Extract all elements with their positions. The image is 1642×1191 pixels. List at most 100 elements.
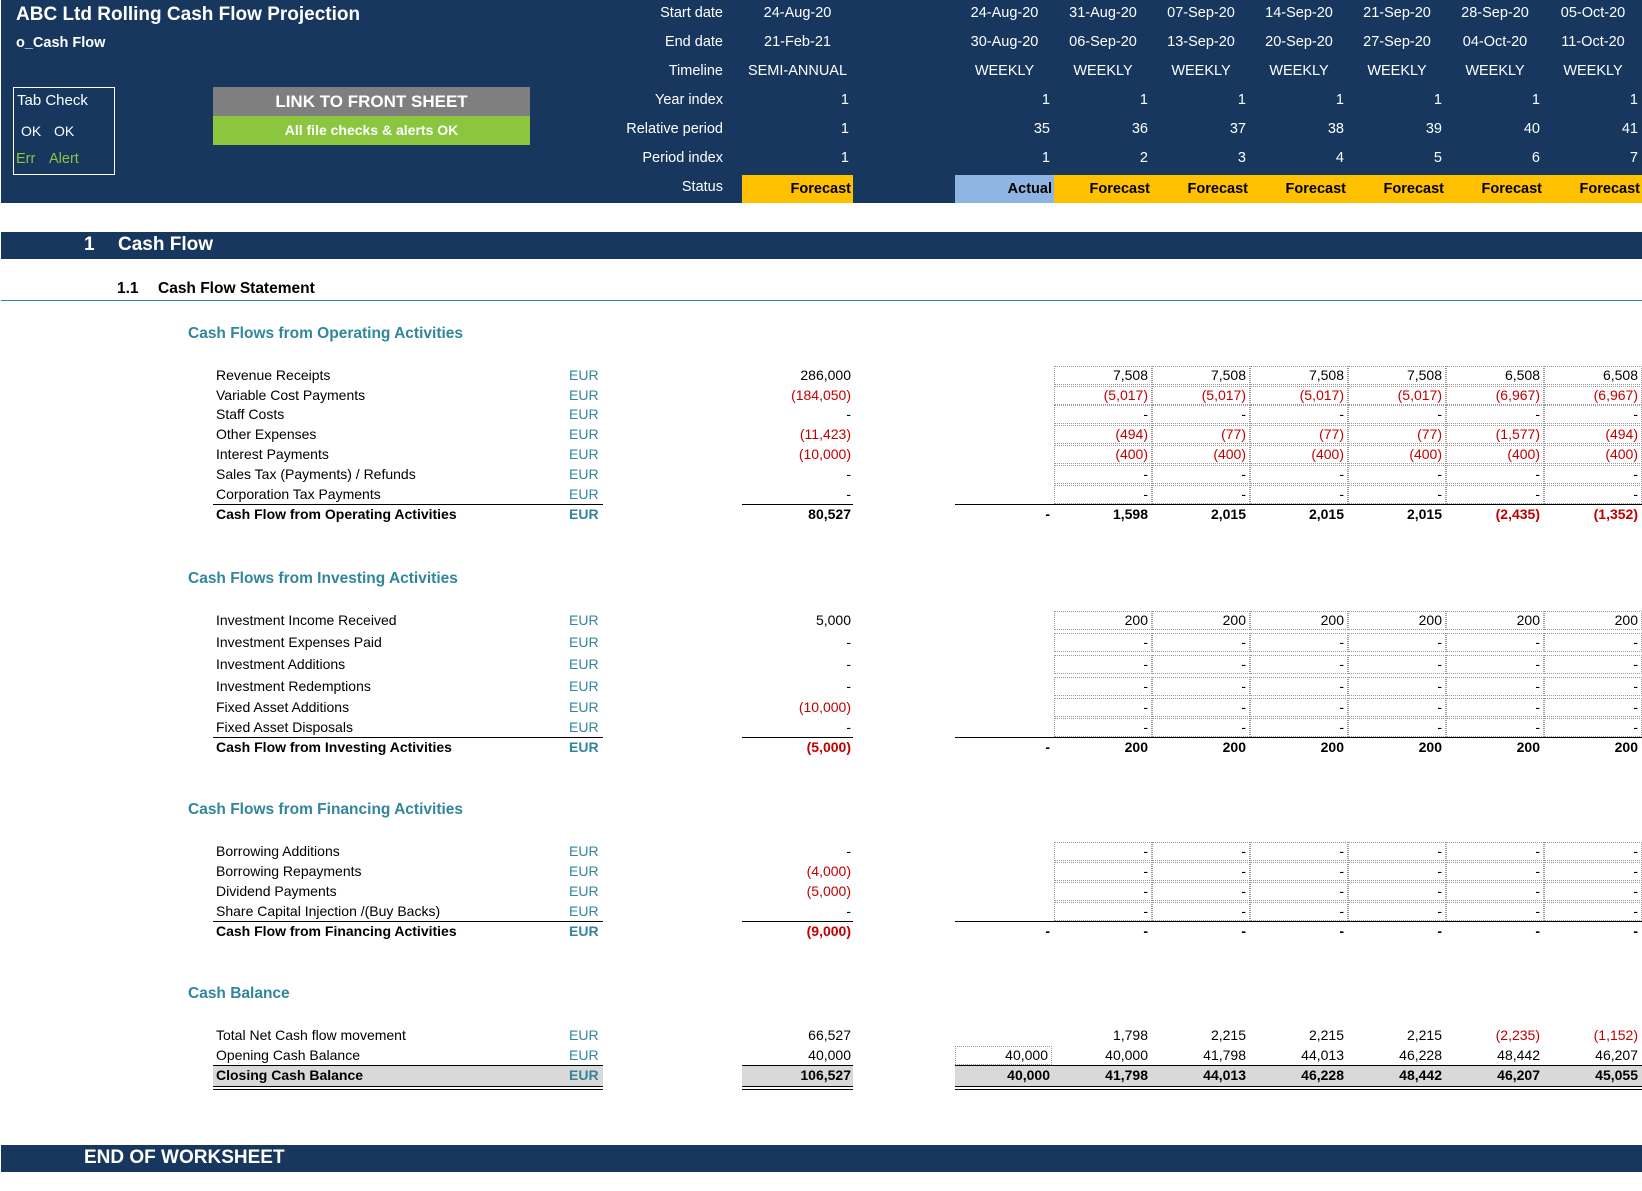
week-value[interactable]: (494) [1544, 425, 1642, 444]
week-value[interactable]: 7,508 [1152, 366, 1250, 385]
week-value[interactable]: - [1446, 842, 1544, 861]
week-value[interactable]: - [1446, 862, 1544, 881]
week-value[interactable]: (400) [1544, 445, 1642, 464]
week-value[interactable]: - [1152, 465, 1250, 484]
week-value[interactable]: - [1054, 698, 1152, 717]
week-value[interactable]: (5,017) [1250, 386, 1348, 405]
week-value[interactable]: - [1544, 862, 1642, 881]
week-value[interactable]: - [1152, 882, 1250, 901]
week-value[interactable]: - [1348, 655, 1446, 674]
week-value[interactable]: - [1348, 698, 1446, 717]
week-value[interactable]: - [1250, 862, 1348, 881]
week-value[interactable]: 6,508 [1544, 366, 1642, 385]
week-value[interactable]: 200 [1054, 611, 1152, 630]
week-value[interactable]: - [1250, 882, 1348, 901]
week-value[interactable]: - [1250, 655, 1348, 674]
week-value[interactable]: - [1446, 655, 1544, 674]
week-value[interactable]: - [1152, 485, 1250, 504]
week-value[interactable]: (5,017) [1348, 386, 1446, 405]
week-value[interactable]: - [1250, 465, 1348, 484]
week-value[interactable]: - [1544, 405, 1642, 424]
week-value[interactable]: - [1544, 882, 1642, 901]
week-value[interactable]: 200 [1348, 611, 1446, 630]
week-value[interactable]: (400) [1054, 445, 1152, 464]
week-value[interactable]: - [1152, 405, 1250, 424]
week-value[interactable]: (494) [1054, 425, 1152, 444]
week-value[interactable]: - [1250, 842, 1348, 861]
week-value[interactable]: - [1544, 465, 1642, 484]
week-value[interactable]: - [1348, 485, 1446, 504]
week-value[interactable]: (400) [1152, 445, 1250, 464]
week-value[interactable]: (5,017) [1054, 386, 1152, 405]
week-value[interactable]: - [1348, 677, 1446, 696]
week-value[interactable]: - [1446, 902, 1544, 921]
week-value[interactable]: 200 [1250, 611, 1348, 630]
week-value[interactable]: - [1544, 485, 1642, 504]
week-value[interactable]: (6,967) [1544, 386, 1642, 405]
week-value[interactable]: (1,577) [1446, 425, 1544, 444]
week-value[interactable]: (6,967) [1446, 386, 1544, 405]
week-value[interactable]: 200 [1152, 611, 1250, 630]
week-value[interactable]: - [1348, 718, 1446, 737]
week-value[interactable]: - [1446, 882, 1544, 901]
week-value[interactable]: - [1544, 698, 1642, 717]
week-value[interactable]: - [1250, 485, 1348, 504]
week-value[interactable]: - [1446, 698, 1544, 717]
week-value[interactable]: - [1348, 862, 1446, 881]
week-value[interactable]: - [1054, 677, 1152, 696]
link-to-front-sheet-button[interactable]: LINK TO FRONT SHEET [213, 87, 530, 116]
week-value[interactable]: (5,017) [1152, 386, 1250, 405]
week-value[interactable]: - [1544, 677, 1642, 696]
week-value[interactable]: - [1250, 677, 1348, 696]
week-value[interactable]: - [1446, 485, 1544, 504]
week-value[interactable]: - [1152, 677, 1250, 696]
week-value[interactable]: 7,508 [1054, 366, 1152, 385]
week-value[interactable]: - [1054, 405, 1152, 424]
week-value[interactable]: - [1348, 405, 1446, 424]
week-value[interactable]: 6,508 [1446, 366, 1544, 385]
week-value[interactable]: (77) [1152, 425, 1250, 444]
week-value[interactable]: - [1446, 405, 1544, 424]
week-value[interactable]: 7,508 [1250, 366, 1348, 385]
week-value[interactable]: - [1054, 882, 1152, 901]
week-value[interactable]: 200 [1544, 611, 1642, 630]
week-value[interactable]: - [1544, 655, 1642, 674]
week-value[interactable]: - [1152, 633, 1250, 652]
week-value[interactable]: (400) [1250, 445, 1348, 464]
week-value[interactable]: - [1348, 902, 1446, 921]
week-value[interactable]: - [1446, 465, 1544, 484]
week-value[interactable]: - [1054, 902, 1152, 921]
week-value[interactable]: - [1446, 718, 1544, 737]
week-value[interactable]: - [1054, 862, 1152, 881]
week-value[interactable]: - [1152, 842, 1250, 861]
week-value[interactable]: - [1152, 718, 1250, 737]
week-value[interactable]: - [1544, 718, 1642, 737]
week-value[interactable]: - [1250, 718, 1348, 737]
week-value[interactable]: - [1544, 902, 1642, 921]
week-value[interactable]: - [1348, 882, 1446, 901]
week-value[interactable]: - [1446, 677, 1544, 696]
week-value[interactable]: (77) [1348, 425, 1446, 444]
week-value[interactable]: - [1348, 842, 1446, 861]
week-value[interactable]: - [1054, 465, 1152, 484]
week-value[interactable]: - [1152, 902, 1250, 921]
week-value[interactable]: - [1054, 718, 1152, 737]
week-value[interactable]: - [1054, 485, 1152, 504]
week-value[interactable]: - [1446, 633, 1544, 652]
week-value[interactable]: - [1544, 633, 1642, 652]
week-value[interactable]: - [1152, 698, 1250, 717]
week-value[interactable]: - [1250, 405, 1348, 424]
week-value[interactable]: - [1250, 698, 1348, 717]
week-value[interactable]: (77) [1250, 425, 1348, 444]
week-value[interactable]: 7,508 [1348, 366, 1446, 385]
week-value[interactable]: - [1054, 633, 1152, 652]
actual-value[interactable]: 40,000 [955, 1046, 1052, 1065]
week-value[interactable]: - [1054, 842, 1152, 861]
week-value[interactable]: 200 [1446, 611, 1544, 630]
week-value[interactable]: - [1152, 862, 1250, 881]
week-value[interactable]: (400) [1446, 445, 1544, 464]
week-value[interactable]: - [1152, 655, 1250, 674]
week-value[interactable]: - [1250, 633, 1348, 652]
week-value[interactable]: (400) [1348, 445, 1446, 464]
week-value[interactable]: - [1348, 465, 1446, 484]
